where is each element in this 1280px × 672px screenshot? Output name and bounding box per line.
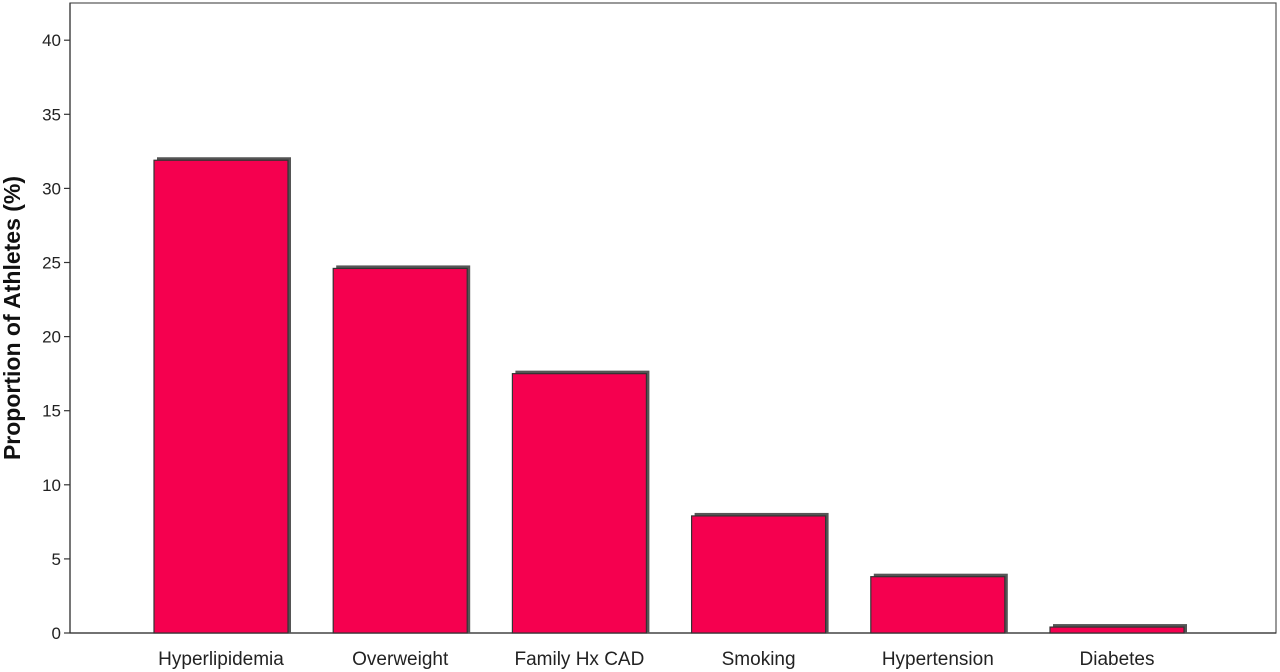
x-category-label: Hypertension xyxy=(882,649,994,670)
bar xyxy=(511,373,648,634)
y-axis-ticks: 0 5 10 15 20 25 30 35 40 xyxy=(42,31,70,643)
x-category-label: Diabetes xyxy=(1080,649,1155,670)
bar xyxy=(690,515,827,634)
y-tick-label: 30 xyxy=(42,179,61,198)
y-tick-label: 15 xyxy=(42,402,61,421)
bar xyxy=(870,576,1006,634)
x-axis-labels: Hyperlipidemia Overweight Family Hx CAD Smo… xyxy=(158,649,1154,670)
bar xyxy=(332,267,468,634)
y-tick-label: 20 xyxy=(42,328,61,347)
bars xyxy=(153,157,1187,634)
y-tick-label: 40 xyxy=(42,31,61,50)
bar xyxy=(153,159,289,634)
y-tick-label: 0 xyxy=(52,624,61,643)
y-tick-label: 5 xyxy=(52,550,61,569)
x-category-label: Smoking xyxy=(722,649,796,670)
y-tick-label: 10 xyxy=(42,476,61,495)
x-category-label: Family Hx CAD xyxy=(514,649,644,670)
y-tick-label: 35 xyxy=(42,105,61,124)
bar xyxy=(1049,626,1185,634)
x-category-label: Overweight xyxy=(352,649,449,670)
y-tick-label: 25 xyxy=(42,254,61,273)
x-category-label: Hyperlipidemia xyxy=(158,649,284,670)
y-axis-title: Proportion of Athletes (%) xyxy=(0,176,25,460)
